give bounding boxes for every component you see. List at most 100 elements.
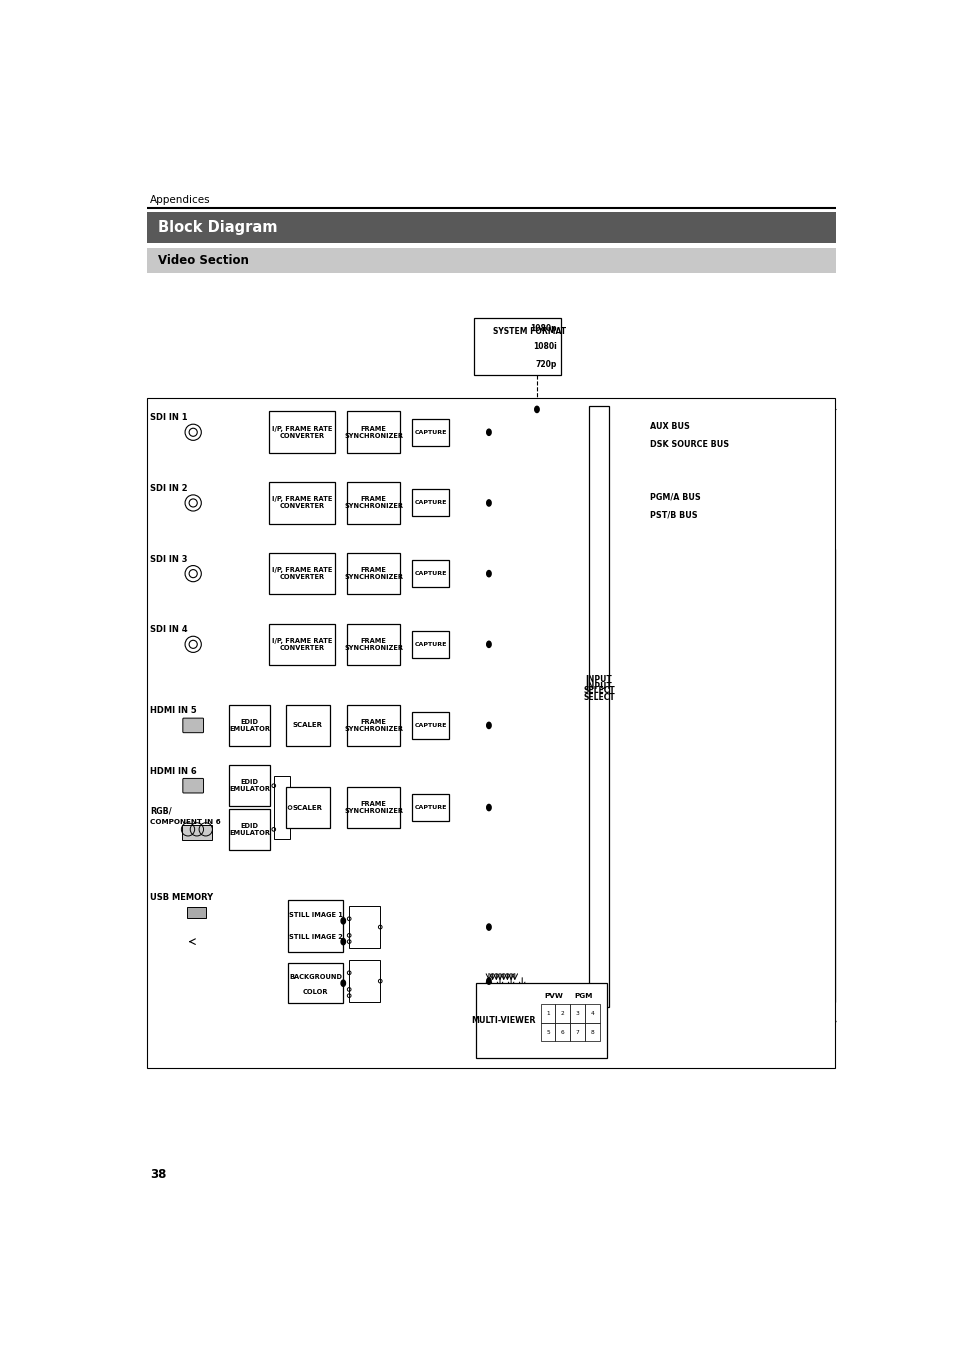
FancyBboxPatch shape (183, 718, 203, 733)
Text: 2: 2 (560, 1011, 564, 1015)
Text: HDMI IN 6: HDMI IN 6 (151, 767, 197, 776)
Text: SCALER: SCALER (293, 722, 322, 729)
Text: PVW: PVW (544, 992, 563, 999)
FancyBboxPatch shape (584, 1004, 599, 1023)
Text: SDI IN 4: SDI IN 4 (151, 625, 188, 634)
Text: I/P, FRAME RATE
CONVERTER: I/P, FRAME RATE CONVERTER (272, 637, 332, 651)
Text: COMPONENT IN 6: COMPONENT IN 6 (151, 819, 221, 825)
Text: EDID
EMULATOR: EDID EMULATOR (229, 779, 270, 792)
Text: 5: 5 (546, 1030, 549, 1034)
Text: 3: 3 (576, 1011, 578, 1015)
Text: SDI IN 1: SDI IN 1 (151, 413, 188, 423)
FancyBboxPatch shape (147, 398, 834, 1068)
FancyBboxPatch shape (412, 490, 449, 517)
Text: 8: 8 (590, 1030, 594, 1034)
Circle shape (535, 406, 538, 413)
Text: 6: 6 (560, 1030, 564, 1034)
FancyBboxPatch shape (540, 1023, 555, 1041)
Text: COLOR: COLOR (302, 990, 328, 995)
Text: CAPTURE: CAPTURE (414, 805, 446, 810)
Text: Block Diagram: Block Diagram (157, 220, 277, 235)
Text: CAPTURE: CAPTURE (414, 429, 446, 435)
Circle shape (486, 571, 491, 576)
Text: SYSTEM FORMAT: SYSTEM FORMAT (492, 327, 565, 336)
Text: FRAME
SYNCHRONIZER: FRAME SYNCHRONIZER (344, 567, 403, 580)
Circle shape (341, 918, 345, 923)
FancyBboxPatch shape (229, 705, 270, 747)
Text: 1: 1 (546, 1011, 549, 1015)
FancyBboxPatch shape (229, 765, 270, 806)
Circle shape (486, 923, 491, 930)
FancyBboxPatch shape (347, 705, 400, 747)
FancyBboxPatch shape (229, 809, 270, 850)
Text: FRAME
SYNCHRONIZER: FRAME SYNCHRONIZER (344, 801, 403, 814)
FancyBboxPatch shape (347, 624, 400, 666)
FancyBboxPatch shape (347, 482, 400, 524)
FancyBboxPatch shape (347, 412, 400, 454)
FancyBboxPatch shape (269, 624, 335, 666)
FancyBboxPatch shape (182, 825, 212, 840)
Text: PGM/A BUS: PGM/A BUS (649, 493, 700, 501)
Text: BACKGROUND: BACKGROUND (289, 975, 342, 980)
Text: 7: 7 (576, 1030, 578, 1034)
Text: 7: 7 (592, 922, 598, 931)
Text: 1080i: 1080i (533, 342, 557, 351)
Text: I/P, FRAME RATE
CONVERTER: I/P, FRAME RATE CONVERTER (272, 567, 332, 580)
Text: CAPTURE: CAPTURE (414, 722, 446, 728)
Text: 6: 6 (592, 803, 598, 813)
FancyBboxPatch shape (555, 1004, 570, 1023)
FancyBboxPatch shape (412, 560, 449, 587)
Text: 8: 8 (592, 976, 598, 986)
Text: 1080p: 1080p (530, 324, 557, 332)
Text: PGM: PGM (574, 992, 592, 999)
Text: SDI IN 2: SDI IN 2 (151, 483, 188, 493)
FancyBboxPatch shape (288, 900, 343, 952)
Text: FRAME
SYNCHRONIZER: FRAME SYNCHRONIZER (344, 497, 403, 509)
FancyBboxPatch shape (187, 907, 206, 918)
FancyBboxPatch shape (555, 1023, 570, 1041)
FancyBboxPatch shape (474, 319, 560, 375)
FancyBboxPatch shape (412, 630, 449, 657)
Text: PST/B BUS: PST/B BUS (649, 510, 697, 520)
FancyBboxPatch shape (147, 248, 836, 273)
Text: 720p: 720p (535, 360, 557, 370)
Text: 5: 5 (592, 721, 598, 730)
Text: AUX BUS: AUX BUS (649, 421, 689, 431)
Text: RGB/: RGB/ (151, 806, 172, 815)
Text: CAPTURE: CAPTURE (414, 641, 446, 647)
Text: 3: 3 (592, 570, 598, 578)
Circle shape (486, 500, 491, 506)
Circle shape (486, 641, 491, 648)
Text: INPUT
SELECT: INPUT SELECT (582, 675, 615, 694)
Circle shape (486, 722, 491, 729)
FancyBboxPatch shape (269, 554, 335, 594)
Text: CAPTURE: CAPTURE (414, 501, 446, 505)
FancyBboxPatch shape (347, 787, 400, 829)
Text: MULTI-VIEWER: MULTI-VIEWER (471, 1017, 536, 1025)
Text: 4: 4 (590, 1011, 594, 1015)
FancyBboxPatch shape (269, 482, 335, 524)
FancyBboxPatch shape (347, 554, 400, 594)
Circle shape (486, 429, 491, 436)
Text: 1: 1 (592, 428, 598, 437)
FancyBboxPatch shape (412, 711, 449, 738)
Text: HDMI IN 5: HDMI IN 5 (151, 706, 197, 716)
Text: USB MEMORY: USB MEMORY (151, 894, 213, 902)
Text: Appendices: Appendices (151, 196, 211, 205)
Text: INPUT
SELECT: INPUT SELECT (582, 682, 615, 702)
FancyBboxPatch shape (570, 1004, 584, 1023)
FancyBboxPatch shape (349, 906, 380, 948)
Text: EDID
EMULATOR: EDID EMULATOR (229, 824, 270, 836)
Text: CAPTURE: CAPTURE (414, 571, 446, 576)
Text: Video Section: Video Section (157, 254, 249, 267)
Circle shape (341, 980, 345, 987)
FancyBboxPatch shape (147, 212, 836, 243)
Circle shape (486, 977, 491, 984)
FancyBboxPatch shape (412, 418, 449, 446)
Text: EDID
EMULATOR: EDID EMULATOR (229, 720, 270, 732)
FancyBboxPatch shape (288, 964, 343, 1003)
Text: FRAME
SYNCHRONIZER: FRAME SYNCHRONIZER (344, 720, 403, 732)
Text: I/P, FRAME RATE
CONVERTER: I/P, FRAME RATE CONVERTER (272, 425, 332, 439)
FancyBboxPatch shape (349, 960, 380, 1002)
Text: SCALER: SCALER (293, 805, 322, 810)
